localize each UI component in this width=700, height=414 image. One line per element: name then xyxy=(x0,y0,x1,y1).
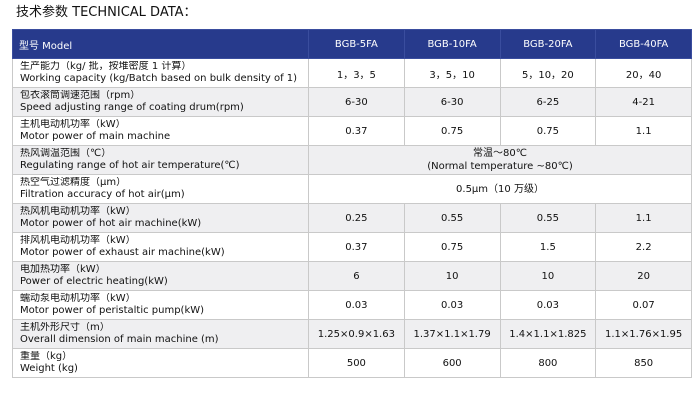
parameter-label-zh: 排风机电动机功率（kW） xyxy=(20,235,136,246)
value-cell: 1，3，5 xyxy=(308,58,405,88)
parameter-cell: 热空气过滤精度（μm） Filtration accuracy of hot ai… xyxy=(12,174,309,204)
table-row: 排风机电动机功率（kW） Motor power of exhaust air m… xyxy=(12,232,692,262)
value-cell: 0.07 xyxy=(595,290,692,320)
value-cell: 0.75 xyxy=(499,116,597,146)
value-cell: 1.37×1.1×1.79 xyxy=(403,319,501,349)
parameter-label-zh: 蠕动泵电动机功率（kW） xyxy=(20,293,136,304)
value-cell: 10 xyxy=(499,261,597,291)
value-cell: 0.03 xyxy=(499,290,597,320)
merged-value-line: (Normal temperature ~80℃) xyxy=(427,161,573,172)
value-cell: 0.37 xyxy=(308,232,405,262)
value-cell: 0.37 xyxy=(308,116,405,146)
value-cell: 20，40 xyxy=(595,58,692,88)
parameter-label-en: Overall dimension of main machine (m) xyxy=(20,334,219,345)
parameter-label-zh: 主机电动机功率（kW） xyxy=(20,119,126,130)
value-cell: 20 xyxy=(595,261,692,291)
value-cell: 850 xyxy=(595,348,692,378)
value-cell: 6-30 xyxy=(308,87,405,117)
value-cell: 0.75 xyxy=(403,232,501,262)
parameter-cell: 包衣滚筒调速范围（rpm） Speed adjusting range of co… xyxy=(12,87,309,117)
parameter-label-en: Motor power of main machine xyxy=(20,131,171,142)
value-cell: 6 xyxy=(308,261,405,291)
parameter-label-en: Working capacity (kg/Batch based on bulk… xyxy=(20,73,298,84)
value-cell: 600 xyxy=(403,348,501,378)
value-cell: 500 xyxy=(308,348,405,378)
table-row: 生产能力（kg/ 批，按堆密度 1 计算） Working capacity (k… xyxy=(12,58,692,88)
parameter-label-zh: 热空气过滤精度（μm） xyxy=(20,177,127,188)
value-cell: 6-25 xyxy=(499,87,597,117)
parameter-label-en: Power of electric heating(kW) xyxy=(20,276,168,287)
value-cell: 2.2 xyxy=(595,232,692,262)
parameter-label-zh: 电加热功率（kW） xyxy=(20,264,106,275)
table-row: 电加热功率（kW） Power of electric heating(kW) 6 1… xyxy=(12,261,692,291)
value-cell: 0.75 xyxy=(403,116,501,146)
parameter-label-zh: 热风机电动机功率（kW） xyxy=(20,206,136,217)
parameter-label-en: Filtration accuracy of hot air(μm) xyxy=(20,189,185,200)
value-cell: 1.1×1.76×1.95 xyxy=(595,319,692,349)
table-row: 热风机电动机功率（kW） Motor power of hot air machi… xyxy=(12,203,692,233)
parameter-cell: 主机外形尺寸（m） Overall dimension of main machi… xyxy=(12,319,309,349)
parameter-cell: 热风调温范围（℃） Regulating range of hot air tem… xyxy=(12,145,309,175)
value-cell: 0.55 xyxy=(403,203,501,233)
value-cell: 1.1 xyxy=(595,116,692,146)
header-model-bgb-20fa: BGB-20FA xyxy=(499,29,597,59)
merged-value-line: 常温～80℃ xyxy=(473,148,527,159)
table-row: 蠕动泵电动机功率（kW） Motor power of peristaltic p… xyxy=(12,290,692,320)
table-row: 主机外形尺寸（m） Overall dimension of main machi… xyxy=(12,319,692,349)
table-row: 重量（kg） Weight (kg) 500 600 800 850 xyxy=(12,348,692,378)
parameter-label-en: Motor power of exhaust air machine(kW) xyxy=(20,247,225,258)
value-cell: 0.55 xyxy=(499,203,597,233)
value-cell: 4-21 xyxy=(595,87,692,117)
parameter-label-zh: 主机外形尺寸（m） xyxy=(20,322,110,333)
value-cell: 1.1 xyxy=(595,203,692,233)
parameter-label-en: Regulating range of hot air temperature(… xyxy=(20,160,240,171)
parameter-cell: 重量（kg） Weight (kg) xyxy=(12,348,309,378)
parameter-cell: 主机电动机功率（kW） Motor power of main machine xyxy=(12,116,309,146)
merged-value-line: 0.5μm（10 万级） xyxy=(456,183,544,195)
table-header-row: 型号 Model BGB-5FA BGB-10FA BGB-20FA BGB-4… xyxy=(12,29,692,59)
parameter-cell: 生产能力（kg/ 批，按堆密度 1 计算） Working capacity (k… xyxy=(12,58,309,88)
value-cell: 1.25×0.9×1.63 xyxy=(308,319,405,349)
table-row: 包衣滚筒调速范围（rpm） Speed adjusting range of co… xyxy=(12,87,692,117)
technical-data-table: 型号 Model BGB-5FA BGB-10FA BGB-20FA BGB-4… xyxy=(12,29,692,378)
table-row: 热风调温范围（℃） Regulating range of hot air tem… xyxy=(12,145,692,175)
table-row: 热空气过滤精度（μm） Filtration accuracy of hot ai… xyxy=(12,174,692,204)
page-title: 技术参数 TECHNICAL DATA： xyxy=(16,5,197,20)
value-cell: 3，5，10 xyxy=(403,58,501,88)
value-cell: 1.4×1.1×1.825 xyxy=(499,319,597,349)
merged-value-cell: 常温～80℃ (Normal temperature ~80℃) xyxy=(308,145,692,175)
value-cell: 0.03 xyxy=(403,290,501,320)
merged-value-cell: 0.5μm（10 万级） xyxy=(308,174,692,204)
parameter-label-en: Speed adjusting range of coating drum(rp… xyxy=(20,102,244,113)
value-cell: 800 xyxy=(499,348,597,378)
value-cell: 0.25 xyxy=(308,203,405,233)
value-cell: 0.03 xyxy=(308,290,405,320)
value-cell: 5，10，20 xyxy=(499,58,597,88)
value-cell: 6-30 xyxy=(403,87,501,117)
parameter-cell: 排风机电动机功率（kW） Motor power of exhaust air m… xyxy=(12,232,309,262)
value-cell: 10 xyxy=(403,261,501,291)
header-model-label: 型号 Model xyxy=(12,29,309,59)
parameter-label-en: Weight (kg) xyxy=(20,363,78,374)
parameter-label-zh: 重量（kg） xyxy=(20,351,73,362)
parameter-cell: 电加热功率（kW） Power of electric heating(kW) xyxy=(12,261,309,291)
header-model-bgb-40fa: BGB-40FA xyxy=(595,29,692,59)
parameter-label-zh: 包衣滚筒调速范围（rpm） xyxy=(20,90,141,101)
parameter-label-en: Motor power of hot air machine(kW) xyxy=(20,218,202,229)
parameter-label-zh: 生产能力（kg/ 批，按堆密度 1 计算） xyxy=(20,61,192,72)
parameter-cell: 蠕动泵电动机功率（kW） Motor power of peristaltic p… xyxy=(12,290,309,320)
parameter-cell: 热风机电动机功率（kW） Motor power of hot air machi… xyxy=(12,203,309,233)
header-model-bgb-5fa: BGB-5FA xyxy=(308,29,405,59)
table-row: 主机电动机功率（kW） Motor power of main machine 0.… xyxy=(12,116,692,146)
parameter-label-en: Motor power of peristaltic pump(kW) xyxy=(20,305,205,316)
value-cell: 1.5 xyxy=(499,232,597,262)
parameter-label-zh: 热风调温范围（℃） xyxy=(20,148,112,159)
header-model-bgb-10fa: BGB-10FA xyxy=(403,29,501,59)
